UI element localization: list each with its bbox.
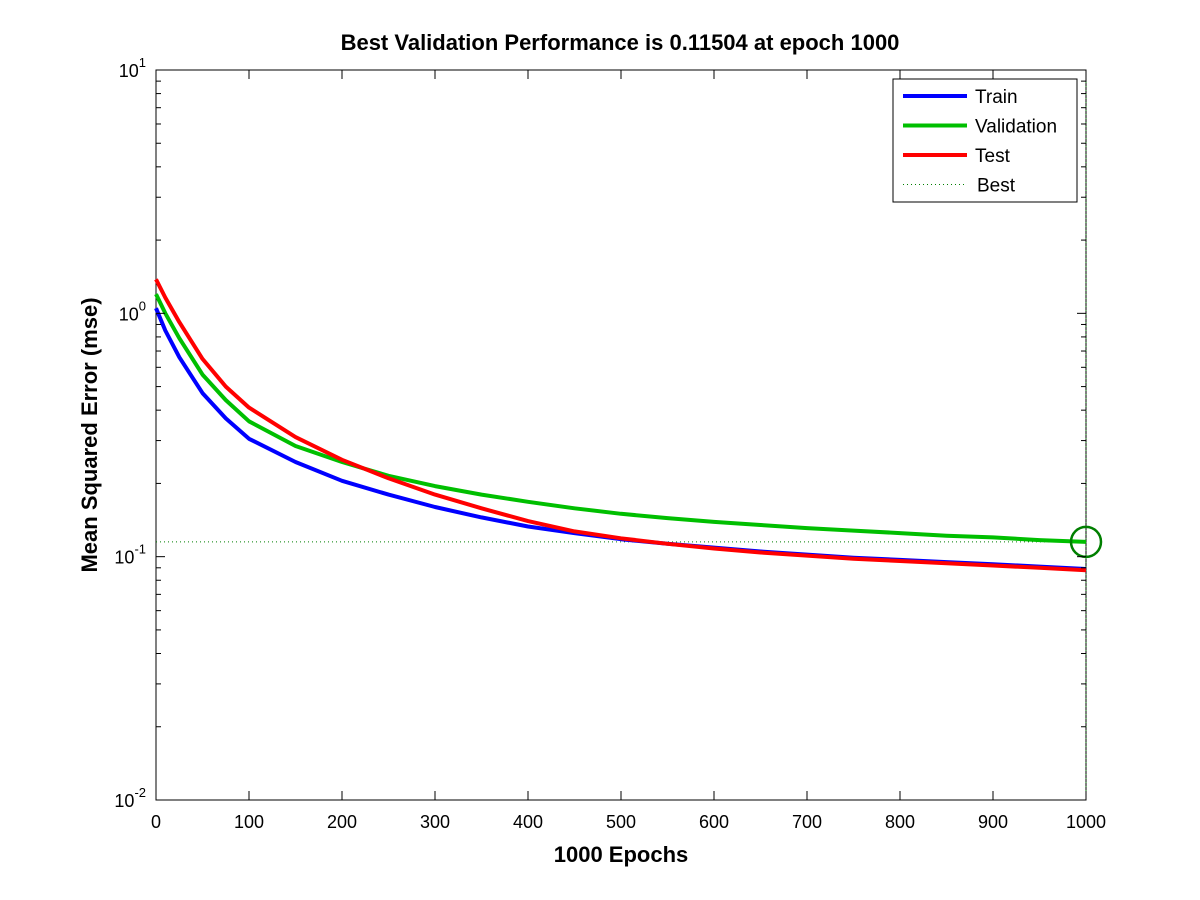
y-tick-label: 10-2 xyxy=(114,785,146,811)
legend-label-best: Best xyxy=(977,176,1016,197)
x-tick-label: 400 xyxy=(513,812,543,832)
y-tick-label: 100 xyxy=(119,298,146,324)
chart-title: Best Validation Performance is 0.11504 a… xyxy=(341,30,900,55)
y-axis-label: Mean Squared Error (mse) xyxy=(77,297,102,572)
series-line-test xyxy=(154,278,1087,573)
x-tick-label: 200 xyxy=(327,812,357,832)
x-tick-label: 0 xyxy=(151,812,161,832)
x-tick-label: 800 xyxy=(885,812,915,832)
x-tick-label: 300 xyxy=(420,812,450,832)
x-tick-label: 700 xyxy=(792,812,822,832)
x-tick-label: 900 xyxy=(978,812,1008,832)
y-tick-label: 101 xyxy=(119,55,146,81)
legend-label-train: Train xyxy=(975,87,1018,108)
legend: Train Validation Test Best xyxy=(892,78,1078,203)
legend-label-test: Test xyxy=(975,146,1011,167)
x-tick-label: 600 xyxy=(699,812,729,832)
x-tick-label: 500 xyxy=(606,812,636,832)
legend-label-validation: Validation xyxy=(975,117,1057,138)
y-tick-label: 10-1 xyxy=(114,542,146,568)
legend-box xyxy=(892,78,1078,203)
x-tick-label: 100 xyxy=(234,812,264,832)
x-axis-label: 1000 Epochs xyxy=(554,842,689,867)
series-line-validation xyxy=(154,293,1087,544)
x-tick-label: 1000 xyxy=(1066,812,1106,832)
